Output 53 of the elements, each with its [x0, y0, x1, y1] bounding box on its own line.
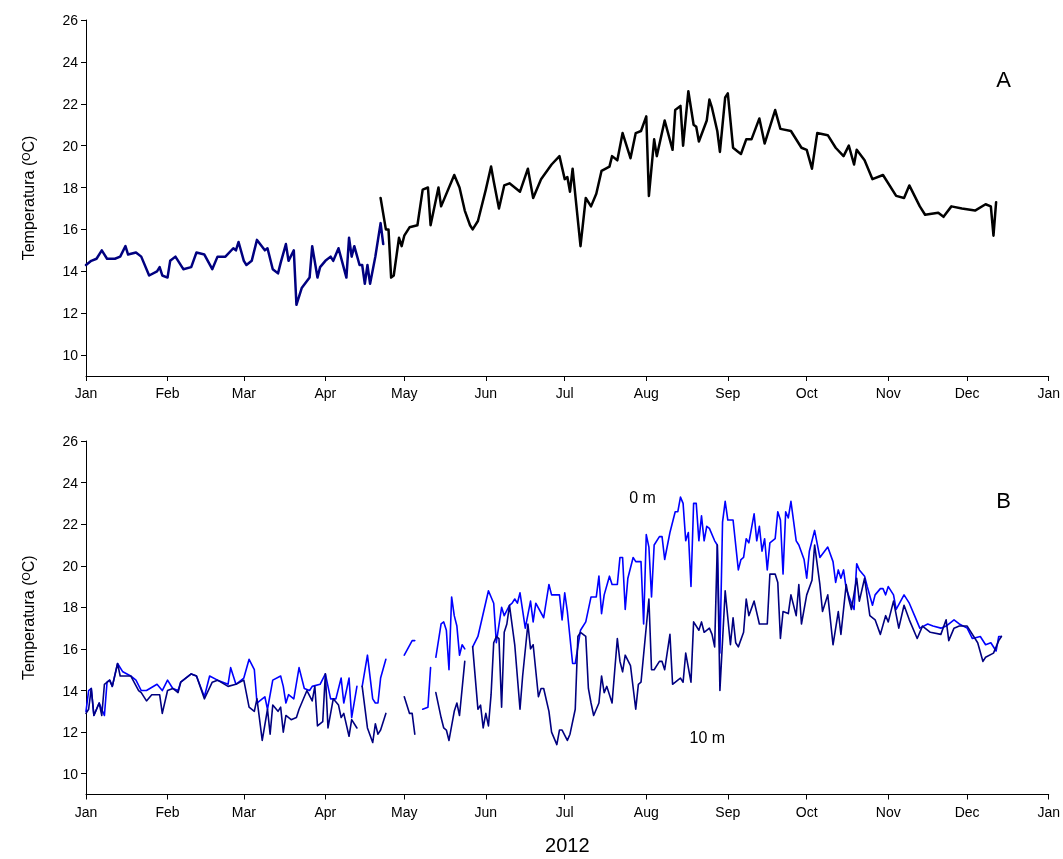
y-tick-label: 20 — [62, 557, 79, 574]
x-tick-label: Aug — [633, 803, 659, 819]
x-tick-label: Mar — [231, 803, 257, 819]
y-tick-label: 26 — [62, 432, 79, 449]
x-tick-label: Oct — [795, 385, 818, 401]
series-label: 0 m — [629, 488, 656, 506]
x-tick-label: May — [391, 385, 418, 401]
x-tick-label: Aug — [633, 385, 659, 401]
y-axis-title: Temperatura (ᴼC) — [19, 135, 37, 261]
y-tick-label: 26 — [62, 12, 79, 28]
x-tick-label: Nov — [875, 385, 901, 401]
x-tick-label: Jul — [555, 385, 574, 401]
y-tick-label: 10 — [62, 347, 79, 364]
x-tick-label: Jan — [1037, 803, 1060, 819]
y-tick-label: 12 — [62, 305, 79, 322]
x-tick-label: Jul — [555, 803, 574, 819]
x-tick-label: Feb — [155, 803, 180, 819]
y-tick-label: 24 — [62, 53, 79, 70]
y-tick-label: 16 — [62, 640, 79, 657]
annotation: B — [996, 487, 1012, 512]
x-tick-label: Apr — [314, 803, 337, 819]
x-tick-label: Sep — [715, 803, 741, 819]
y-tick-label: 22 — [62, 515, 79, 532]
x-tick-label: Jan — [74, 803, 98, 819]
x-tick-label: Feb — [155, 385, 180, 401]
y-tick-label: 14 — [62, 263, 79, 280]
line-series — [379, 89, 998, 279]
x-tick-label: Jun — [474, 385, 498, 401]
x-axis-title: 2012 — [545, 833, 590, 855]
x-tick-label: Dec — [954, 385, 980, 401]
y-axis-title: Temperatura (ᴼC) — [19, 554, 37, 680]
x-tick-label: Apr — [314, 385, 337, 401]
x-tick-label: Jan — [1037, 385, 1060, 401]
y-tick-label: 22 — [62, 95, 79, 112]
line-series — [84, 221, 385, 307]
y-tick-label: 14 — [62, 682, 79, 699]
annotation: A — [996, 66, 1012, 92]
y-tick-label: 10 — [62, 765, 79, 782]
y-tick-label: 18 — [62, 598, 79, 615]
x-tick-label: Jun — [474, 803, 498, 819]
text: 10 m — [689, 728, 726, 745]
x-tick-label: Sep — [715, 385, 741, 401]
x-tick-label: May — [391, 803, 418, 819]
y-tick-label: 20 — [62, 137, 79, 154]
x-tick-label: Mar — [231, 385, 257, 401]
y-tick-label: 16 — [62, 221, 79, 238]
x-tick-label: Dec — [954, 803, 980, 819]
x-tick-label: Jan — [74, 385, 98, 401]
x-tick-label: Oct — [795, 803, 818, 819]
y-tick-label: 12 — [62, 723, 79, 740]
x-tick-label: Nov — [875, 803, 901, 819]
y-tick-label: 24 — [62, 474, 79, 491]
y-tick-label: 18 — [62, 179, 79, 196]
